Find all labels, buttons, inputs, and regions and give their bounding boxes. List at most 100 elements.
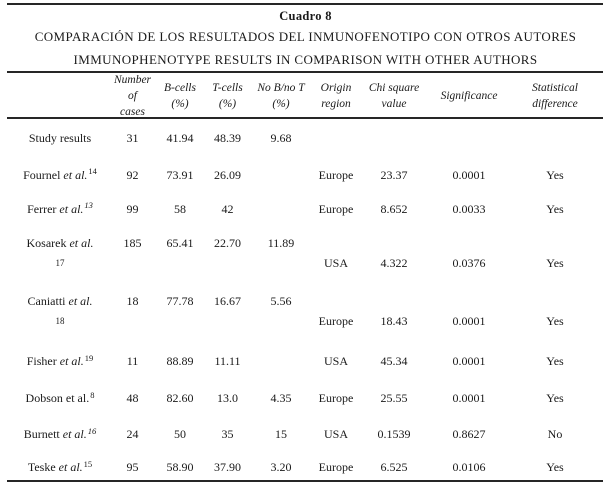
header-b-cells: B-cells (%) <box>155 80 205 112</box>
cell-value: 18.43 <box>380 314 408 328</box>
table-title-english: IMMUNOPHENOTYPE RESULTS IN COMPARISON WI… <box>73 52 538 67</box>
table-header: Number of cases B-cells (%) T-cells (%) … <box>10 72 611 120</box>
chi-square-cell: 8.652 <box>380 201 408 216</box>
header-top-rule <box>7 71 603 73</box>
cell-value: 22.70 <box>214 235 241 250</box>
b-cells-cell: 77.78 <box>155 291 205 331</box>
top-rule <box>7 3 603 5</box>
author-name: Study results <box>28 130 92 145</box>
author-reference-number: 19 <box>84 352 94 363</box>
b-cells-cell: 65.41 <box>155 233 205 273</box>
author-cell: Ferrer et al.13 <box>10 200 110 218</box>
b-cells-cell: 41.94 <box>166 130 194 145</box>
author-cell: Burnett et al.16 <box>10 425 110 443</box>
significance-cell: 0.0376 <box>428 233 510 273</box>
b-cells-cell: 73.91 <box>166 167 194 182</box>
header-line: Statistical <box>532 82 578 94</box>
author-name: Burnett <box>23 427 60 441</box>
header-line: difference <box>532 98 578 110</box>
table-row: Burnett et al.16 24 50 35 15 USA 0.1539 0.8627 N… <box>10 416 611 452</box>
author-name: Dobson <box>25 391 63 405</box>
header-chi-square-value: Chi square value <box>360 80 428 112</box>
table-caption: Cuadro 8 <box>279 9 332 23</box>
header-origin-region: Origin region <box>312 80 360 112</box>
cell-value: 0.0001 <box>452 314 486 328</box>
author-cell: Fisher et al.19 <box>10 352 110 370</box>
cell-value: 5.56 <box>270 294 292 308</box>
chi-square-cell: 4.322 <box>360 233 428 273</box>
cell-value: 18 <box>126 294 139 308</box>
cases-cell: 11 <box>126 354 139 368</box>
cell-value: 185 <box>123 235 142 250</box>
header-line: Origin <box>320 82 352 94</box>
author-reference-number: 14 <box>88 166 97 176</box>
chi-square-cell: 23.37 <box>380 167 408 182</box>
significance-cell: 0.0001 <box>452 354 486 368</box>
table-row: Dobson et al.8 48 82.60 13.0 4.35 Europe 25.55… <box>10 380 611 416</box>
chi-square-cell: 25.55 <box>380 391 408 405</box>
b-cells-cell: 82.60 <box>166 391 194 405</box>
author-etal: et al. <box>59 354 84 368</box>
bottom-rule <box>7 480 603 482</box>
header-line: (%) <box>272 98 290 110</box>
significance-cell: 0.8627 <box>452 427 486 441</box>
cases-cell: 31 <box>126 130 139 145</box>
author-reference-number: 8 <box>90 389 95 400</box>
origin-cell: Europe <box>318 167 354 182</box>
author-name: Caniatti <box>27 294 66 308</box>
author-reference-number: 18 <box>55 316 65 326</box>
chi-square-cell: 45.34 <box>380 354 408 368</box>
origin-cell: Europe <box>318 460 354 474</box>
author-etal: et al. <box>65 391 90 405</box>
b-cells-cell: 88.89 <box>166 354 194 368</box>
cell-value: USA <box>323 255 348 270</box>
t-cells-cell: 22.70 <box>205 233 250 273</box>
origin-cell: USA <box>323 354 348 368</box>
difference-cell: Yes <box>546 460 564 474</box>
author-cell: Caniatti et al. 18 <box>10 291 110 331</box>
author-name: Teske <box>27 460 56 474</box>
header-line: B-cells <box>164 82 196 94</box>
no-b-no-t-cell: 3.20 <box>270 460 292 474</box>
header-line: value <box>381 98 407 110</box>
difference-cell: No <box>547 427 563 441</box>
header-statistical-difference: Statistical difference <box>510 80 600 112</box>
header-line: (%) <box>171 98 189 110</box>
b-cells-cell: 50 <box>174 427 186 441</box>
difference-cell: Yes <box>546 391 564 405</box>
cell-value: 77.78 <box>166 294 194 308</box>
table-body: Study results 31 41.94 48.39 9.68 Fournel et … <box>10 118 611 482</box>
cell-value: 65.41 <box>166 235 194 250</box>
header-line: cases <box>120 106 145 118</box>
author-name: Fisher <box>26 354 57 368</box>
header-line: T-cells <box>212 82 243 94</box>
header-line: No B/no T <box>257 82 305 94</box>
author-reference-number: 17 <box>55 257 65 268</box>
header-line: Number of <box>113 74 152 102</box>
table-row: Fisher et al.19 11 88.89 11.11 USA 45.34 0.000… <box>10 342 611 380</box>
no-b-no-t-cell: 9.68 <box>270 130 292 145</box>
significance-cell: 0.0106 <box>452 460 486 474</box>
author-cell: Dobson et al.8 <box>10 389 110 407</box>
author-reference-number: 13 <box>84 200 93 210</box>
table-title-spanish: COMPARACIÓN DE LOS RESULTADOS DEL INMUNO… <box>34 29 577 44</box>
no-b-no-t-cell: 5.56 <box>250 291 312 331</box>
header-no-b-no-t: No B/no T (%) <box>250 80 312 112</box>
cell-value: 11.89 <box>267 235 295 250</box>
header-number-of-cases: Number of cases <box>110 72 155 120</box>
cell-value: Yes <box>546 255 564 270</box>
author-name: Fournel <box>23 167 61 182</box>
origin-cell: Europe <box>318 391 354 405</box>
b-cells-cell: 58.90 <box>166 460 194 474</box>
significance-cell: 0.0001 <box>452 391 486 405</box>
b-cells-cell: 58 <box>174 201 186 216</box>
table-row: Kosarek et al. 17 185 65.41 22.70 11.89 USA 4.3… <box>10 225 611 280</box>
origin-cell: Europe <box>318 201 354 216</box>
cell-value: 4.322 <box>380 255 408 270</box>
table-row: Fournel et al.14 92 73.91 26.09 Europe 23.37 0… <box>10 157 611 192</box>
significance-cell: 0.0033 <box>452 201 486 216</box>
table-row: Ferrer et al.13 99 58 42 Europe 8.652 0.0033 Ye… <box>10 192 611 225</box>
cases-cell: 92 <box>126 167 139 182</box>
cases-cell: 185 <box>110 233 155 273</box>
t-cells-cell: 26.09 <box>214 167 241 182</box>
